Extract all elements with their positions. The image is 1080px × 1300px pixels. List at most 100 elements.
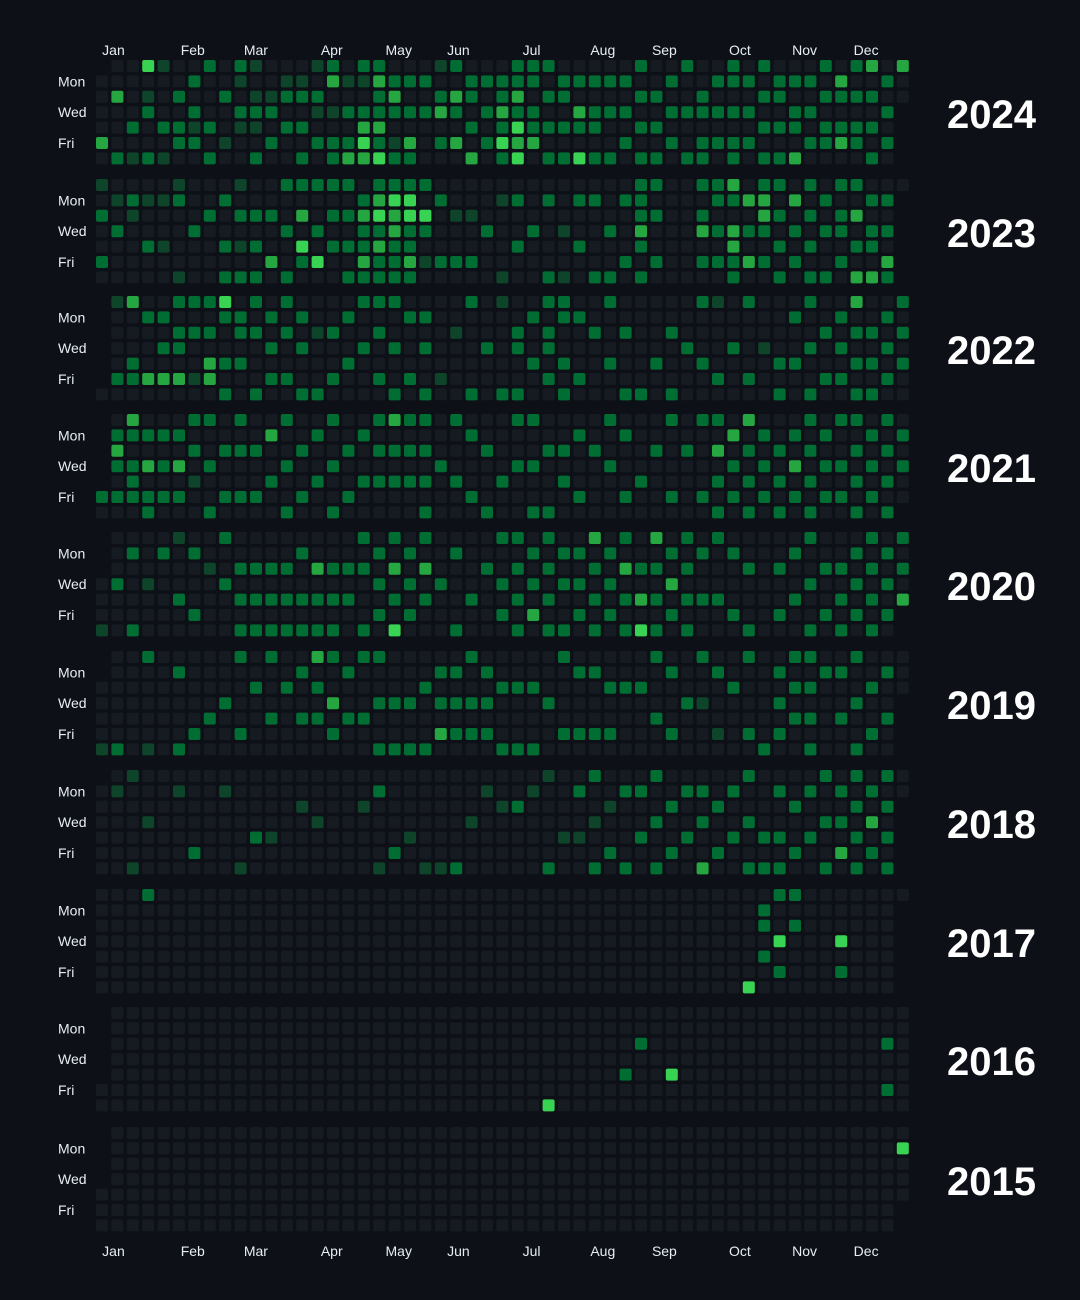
day-cell [157, 624, 170, 637]
day-cell [450, 296, 463, 308]
day-cell [419, 194, 432, 207]
day-cell [588, 506, 601, 519]
day-cell [665, 1007, 678, 1019]
day-cell [696, 1099, 709, 1112]
day-cell [327, 357, 339, 370]
day-cell [712, 152, 724, 165]
day-cell [173, 1188, 185, 1201]
day-cell [342, 121, 355, 134]
day-cell [866, 816, 878, 829]
day-cell [635, 271, 647, 284]
day-cell [188, 770, 201, 782]
day-cell [434, 1084, 447, 1096]
day-cell [696, 225, 709, 238]
day-cell [804, 1053, 817, 1066]
day-cell [604, 60, 617, 72]
day-cell [434, 240, 447, 253]
day-cell [866, 904, 878, 917]
day-cell [866, 90, 878, 103]
day-cell [558, 240, 570, 253]
day-cell [588, 562, 601, 575]
day-cell [388, 889, 401, 901]
day-cell [681, 1142, 694, 1155]
day-cell [804, 179, 817, 191]
day-cell [219, 137, 232, 149]
day-cell [404, 475, 416, 488]
day-cell [881, 475, 894, 488]
day-cell [111, 209, 124, 222]
day-cell [496, 225, 509, 238]
day-cell [696, 342, 709, 355]
day-cell [650, 904, 663, 917]
day-cell [434, 728, 447, 740]
day-cell [327, 1173, 339, 1186]
day-cell [573, 179, 586, 191]
day-cell [742, 1157, 755, 1170]
day-cell [111, 666, 124, 679]
day-label-mon: Mon [58, 783, 85, 799]
day-label-fri: Fri [58, 1202, 74, 1218]
day-cell [712, 1068, 724, 1081]
day-cell [542, 475, 555, 488]
day-cell [835, 651, 848, 663]
day-cell [126, 800, 139, 813]
day-cell [896, 593, 909, 606]
day-cell [819, 1007, 832, 1019]
day-cell [819, 106, 832, 119]
day-cell [188, 137, 201, 149]
day-cell [250, 831, 262, 844]
day-cell [696, 90, 709, 103]
day-cell [203, 271, 216, 284]
day-cell [419, 90, 432, 103]
day-cell [850, 194, 863, 207]
day-cell [327, 593, 339, 606]
day-cell [188, 444, 201, 457]
day-cell [665, 800, 678, 813]
day-cell [742, 981, 755, 994]
day-cell [203, 225, 216, 238]
day-cell [511, 311, 524, 324]
day-cell [327, 1157, 339, 1170]
day-cell [234, 240, 247, 253]
day-cell [481, 106, 493, 119]
day-cell [496, 862, 509, 875]
day-cell [404, 816, 416, 829]
day-cell [511, 1188, 524, 1201]
day-cell [773, 106, 786, 119]
day-cell [280, 429, 293, 442]
day-cell [357, 681, 370, 694]
day-cell [866, 152, 878, 165]
day-cell [542, 388, 555, 401]
day-cell [404, 444, 416, 457]
day-cell [758, 816, 771, 829]
day-cell [758, 728, 771, 740]
day-cell [789, 562, 801, 575]
day-cell [896, 460, 909, 473]
day-cell [789, 1204, 801, 1216]
day-cell [619, 831, 632, 844]
day-cell [527, 547, 540, 560]
day-cell [142, 506, 155, 519]
day-cell [542, 1084, 555, 1096]
day-cell [727, 137, 740, 149]
day-cell [558, 209, 570, 222]
day-cell [819, 1157, 832, 1170]
day-cell [665, 444, 678, 457]
day-cell [619, 904, 632, 917]
year-label: 2022 [947, 329, 1036, 373]
day-cell [619, 296, 632, 308]
day-cell [850, 666, 863, 679]
day-cell [819, 831, 832, 844]
day-label-wed: Wed [58, 1171, 87, 1187]
day-cell [835, 240, 848, 253]
day-cell [789, 712, 801, 725]
day-cell [881, 950, 894, 963]
day-cell [188, 414, 201, 426]
day-cell [511, 475, 524, 488]
day-cell [758, 414, 771, 426]
day-cell [804, 194, 817, 207]
day-cell [773, 326, 786, 339]
day-cell [450, 414, 463, 426]
day-cell [789, 271, 801, 284]
day-cell [327, 209, 339, 222]
